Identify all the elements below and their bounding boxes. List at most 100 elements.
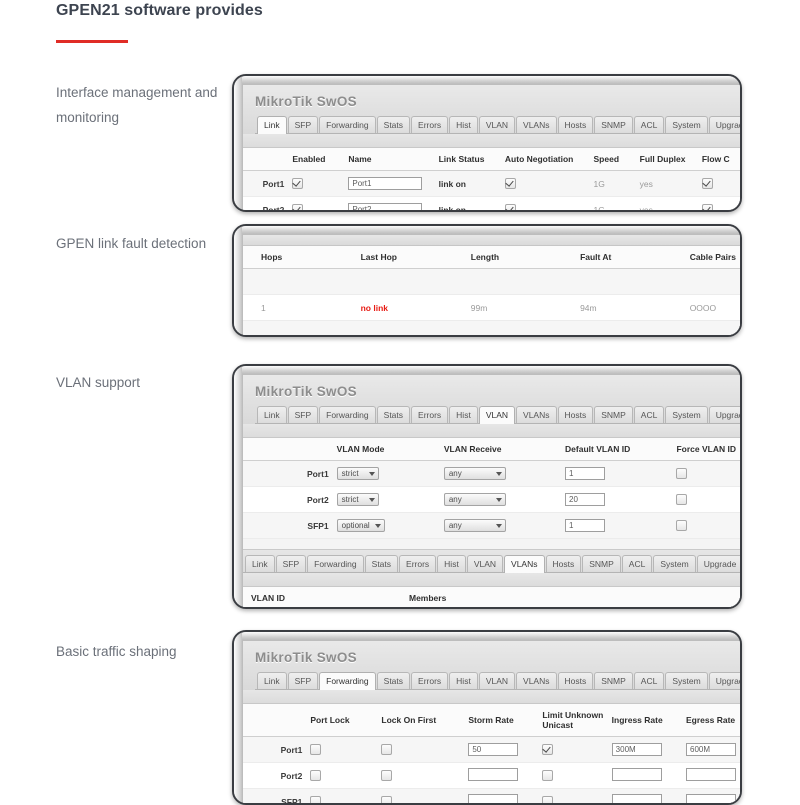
cell-force-vlan-id[interactable] (672, 486, 740, 513)
tab-hist[interactable]: Hist (449, 116, 478, 133)
egress-rate-input[interactable] (686, 794, 736, 803)
cell-egress-rate[interactable] (682, 788, 740, 803)
tab-hosts[interactable]: Hosts (557, 406, 594, 423)
cell-enabled[interactable] (288, 170, 345, 197)
cell-storm-rate[interactable] (464, 762, 539, 789)
auto-negotiation-checkbox[interactable] (504, 178, 516, 190)
cell-egress-rate[interactable]: 600M (682, 736, 740, 763)
enabled-checkbox[interactable] (292, 204, 304, 210)
default-vlan-id-input[interactable]: 1 (565, 519, 606, 532)
cell-lock-on-first[interactable] (377, 762, 465, 789)
tab-acl[interactable]: ACL (633, 116, 665, 133)
swos-tabbar-link[interactable]: Link SFP Forwarding Stats Errors Hist VL… (255, 115, 740, 134)
cell-enabled[interactable] (288, 196, 345, 210)
cell-vlan-receive[interactable]: any (439, 486, 562, 513)
tab-vlans[interactable]: VLANs (516, 116, 557, 133)
cell-egress-rate[interactable] (682, 762, 740, 789)
vlan-mode-select[interactable]: strict (336, 467, 379, 480)
tab-acl[interactable]: ACL (633, 672, 665, 689)
storm-rate-input[interactable] (468, 794, 519, 803)
cell-auto-negotiation[interactable] (500, 196, 590, 210)
tab-hosts[interactable]: Hosts (545, 555, 582, 572)
swos-tabbar-vlan[interactable]: Link SFP Forwarding Stats Errors Hist VL… (255, 405, 740, 424)
tab-link[interactable]: Link (257, 116, 287, 134)
enabled-checkbox[interactable] (292, 178, 304, 190)
tab-hosts[interactable]: Hosts (557, 672, 594, 689)
cell-storm-rate[interactable]: 50 (464, 736, 539, 763)
default-vlan-id-input[interactable]: 20 (565, 493, 606, 506)
tab-vlan[interactable]: VLAN (478, 116, 516, 133)
cell-force-vlan-id[interactable] (672, 512, 740, 539)
tab-forwarding[interactable]: Forwarding (319, 406, 376, 423)
vlan-receive-select[interactable]: any (443, 493, 506, 506)
tab-system[interactable]: System (665, 116, 708, 133)
force-vlan-id-checkbox[interactable] (676, 468, 688, 480)
cell-ingress-rate[interactable]: 300M (607, 736, 682, 763)
tab-acl[interactable]: ACL (633, 406, 665, 423)
vlan-mode-select[interactable]: optional (336, 519, 385, 532)
tab-errors[interactable]: Errors (411, 672, 449, 689)
cell-port-lock[interactable] (306, 736, 378, 763)
tab-vlans[interactable]: VLANs (516, 406, 557, 423)
tab-errors[interactable]: Errors (399, 555, 437, 572)
tab-vlan[interactable]: VLAN (466, 555, 504, 572)
cell-limit-unknown-unicast[interactable] (538, 788, 608, 803)
tab-sfp[interactable]: SFP (275, 555, 307, 572)
cell-vlan-mode[interactable]: strict (332, 460, 440, 487)
tab-vlan[interactable]: VLAN (478, 672, 516, 689)
tab-snmp[interactable]: SNMP (594, 116, 633, 133)
tab-system[interactable]: System (665, 406, 708, 423)
tab-snmp[interactable]: SNMP (582, 555, 621, 572)
tab-hosts[interactable]: Hosts (557, 116, 594, 133)
tab-forwarding[interactable]: Forwarding (319, 672, 376, 690)
name-input[interactable]: Port1 (348, 177, 423, 190)
tab-system[interactable]: System (653, 555, 696, 572)
storm-rate-input[interactable]: 50 (468, 743, 519, 756)
cell-force-vlan-id[interactable] (672, 460, 740, 487)
egress-rate-input[interactable] (686, 768, 736, 781)
flow-control-checkbox[interactable] (701, 204, 713, 210)
tab-upgrade[interactable]: Upgrade (708, 406, 740, 423)
swos-tabbar-forwarding[interactable]: Link SFP Forwarding Stats Errors Hist VL… (255, 671, 740, 690)
cell-default-vlan-id[interactable]: 1 (561, 512, 673, 539)
cell-port-lock[interactable] (306, 762, 378, 789)
port-lock-checkbox[interactable] (310, 770, 322, 782)
cell-vlan-mode[interactable]: optional (332, 512, 440, 539)
tab-upgrade[interactable]: Upgrade (708, 672, 740, 689)
tab-errors[interactable]: Errors (411, 116, 449, 133)
tab-sfp[interactable]: SFP (287, 672, 319, 689)
tab-system[interactable]: System (665, 672, 708, 689)
ingress-rate-input[interactable]: 300M (611, 743, 662, 756)
cell-limit-unknown-unicast[interactable] (538, 762, 608, 789)
tab-vlan[interactable]: VLAN (478, 406, 516, 424)
cell-lock-on-first[interactable] (377, 736, 465, 763)
swos-tabbar-vlans[interactable]: Link SFP Forwarding Stats Errors Hist VL… (243, 550, 740, 573)
cell-auto-negotiation[interactable] (500, 170, 590, 197)
cell-name[interactable]: Port1 (344, 170, 435, 197)
auto-negotiation-checkbox[interactable] (504, 204, 516, 210)
tab-errors[interactable]: Errors (411, 406, 449, 423)
tab-hist[interactable]: Hist (449, 406, 478, 423)
vlan-receive-select[interactable]: any (443, 467, 506, 480)
tab-snmp[interactable]: SNMP (594, 672, 633, 689)
cell-ingress-rate[interactable] (607, 762, 682, 789)
tab-link[interactable]: Link (245, 555, 275, 572)
cell-default-vlan-id[interactable]: 20 (561, 486, 673, 513)
cell-ingress-rate[interactable] (607, 788, 682, 803)
force-vlan-id-checkbox[interactable] (676, 520, 688, 532)
limit-unknown-unicast-checkbox[interactable] (542, 770, 554, 782)
tab-sfp[interactable]: SFP (287, 406, 319, 423)
cell-default-vlan-id[interactable]: 1 (561, 460, 673, 487)
tab-stats[interactable]: Stats (376, 116, 411, 133)
cell-flow-control[interactable] (697, 196, 740, 210)
force-vlan-id-checkbox[interactable] (676, 494, 688, 506)
cell-limit-unknown-unicast[interactable] (538, 736, 608, 763)
tab-hist[interactable]: Hist (437, 555, 466, 572)
tab-acl[interactable]: ACL (621, 555, 653, 572)
cell-port-lock[interactable] (306, 788, 378, 803)
cell-name[interactable]: Port2 (344, 196, 435, 210)
flow-control-checkbox[interactable] (701, 178, 713, 190)
cell-storm-rate[interactable] (464, 788, 539, 803)
limit-unknown-unicast-checkbox[interactable] (542, 744, 554, 756)
cell-vlan-receive[interactable]: any (439, 512, 562, 539)
